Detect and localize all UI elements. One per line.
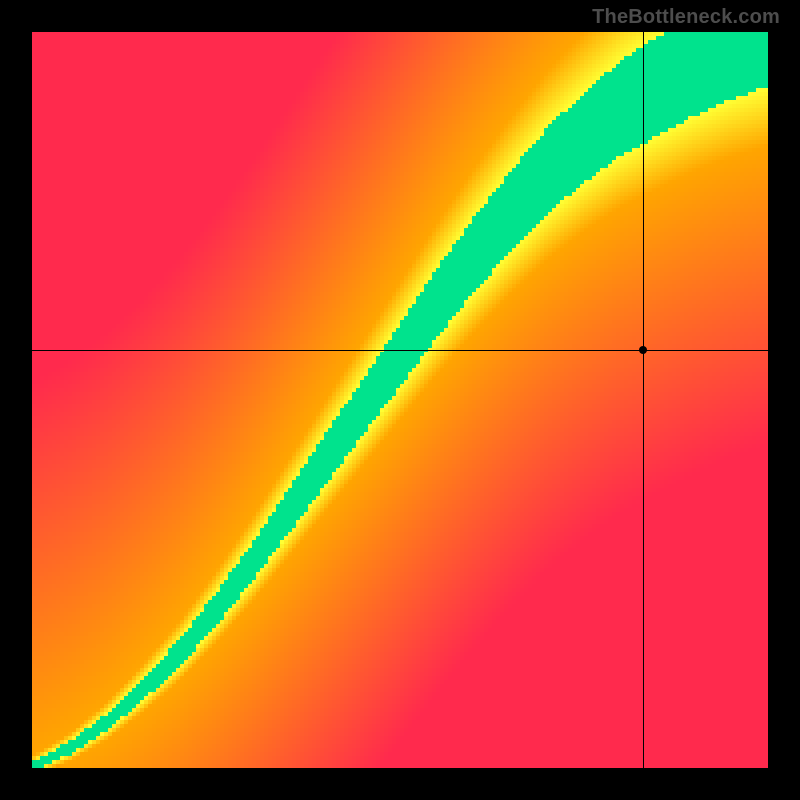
selection-marker[interactable] [639,346,647,354]
plot-area [32,32,768,768]
bottleneck-heatmap [32,32,768,768]
attribution-text: TheBottleneck.com [592,6,780,29]
crosshair-vertical [643,32,644,768]
crosshair-horizontal [32,350,768,351]
